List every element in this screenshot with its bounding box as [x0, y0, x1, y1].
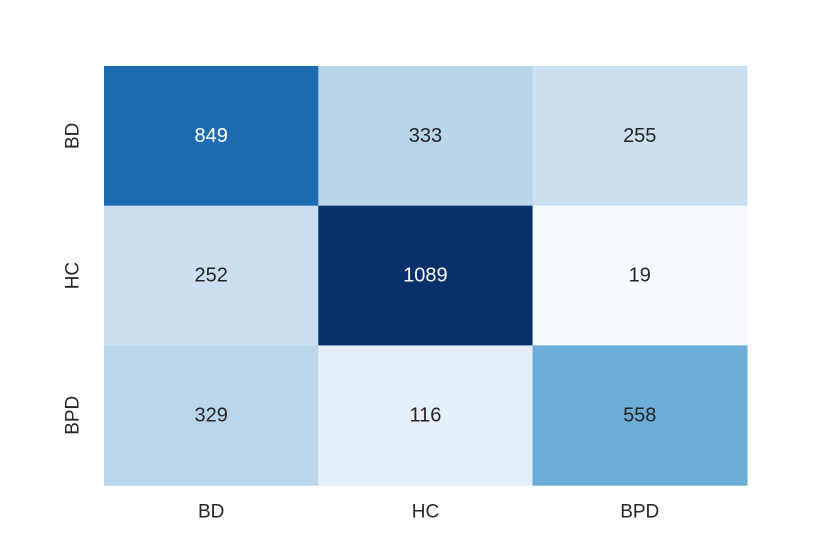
cell-value-label: 19: [629, 265, 651, 287]
heatmap-cell-hc-bd: [104, 205, 319, 346]
x-tick-label-hc: HC: [412, 502, 439, 523]
heatmap-cell-bpd-hc: [318, 345, 534, 486]
cell-value-label: 255: [623, 125, 656, 147]
heatmap-cell-labels: 849 333 255 252 1089 19 329 116 558: [194, 125, 656, 426]
heatmap-cells: [104, 66, 748, 486]
heatmap-cell-bd-bpd: [532, 66, 748, 207]
cell-value-label: 558: [623, 404, 656, 426]
x-tick-label-bd: BD: [198, 502, 224, 523]
heatmap-cell-bd-hc: [318, 66, 534, 207]
heatmap-cell-bd-bd: [104, 66, 319, 207]
cell-value-label: 329: [194, 404, 227, 426]
y-tick-label-bd: BD: [63, 123, 84, 149]
x-axis-ticks: BD HC BPD: [198, 502, 659, 523]
heatmap-cell-bpd-bd: [104, 345, 319, 486]
heatmap-cell-bpd-bpd: [532, 345, 748, 486]
cell-value-label: 333: [409, 125, 442, 147]
x-tick-label-bpd: BPD: [620, 502, 659, 523]
heatmap-cell-hc-bpd: [532, 205, 748, 346]
y-tick-label-hc: HC: [63, 262, 84, 289]
cell-value-label: 1089: [403, 265, 448, 287]
heatmap-cell-hc-hc: [318, 205, 534, 346]
cell-value-label: 252: [194, 265, 227, 287]
y-tick-label-bpd: BPD: [63, 396, 84, 435]
cell-value-label: 116: [410, 404, 442, 426]
y-axis-ticks: BD HC BPD: [63, 123, 84, 435]
cell-value-label: 849: [194, 125, 227, 147]
